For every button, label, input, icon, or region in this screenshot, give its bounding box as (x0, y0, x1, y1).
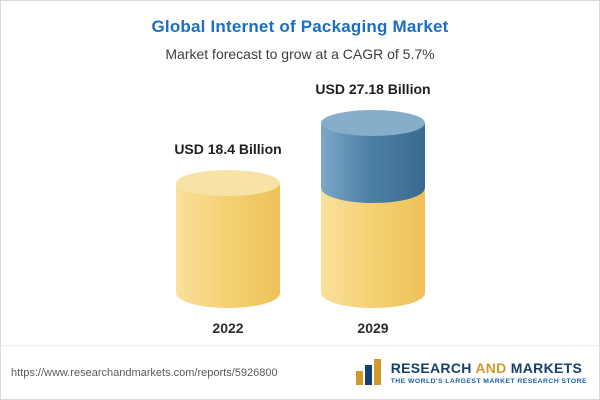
cylinder-bar-2022 (176, 170, 280, 308)
cylinder-2022-body (176, 183, 280, 308)
cylinder-2029-top (321, 110, 425, 136)
cylinder-2029-base-segment (321, 191, 425, 308)
page-subtitle: Market forecast to grow at a CAGR of 5.7… (165, 46, 435, 62)
cylinder-2029-growth-segment (321, 123, 425, 203)
category-label-2022: 2022 (212, 320, 244, 336)
logo-text: RESEARCH AND MARKETS THE WORLD'S LARGEST… (391, 360, 587, 385)
category-label-2029: 2029 (357, 320, 389, 336)
logo-word-research: RESEARCH (390, 360, 472, 376)
footer: https://www.researchandmarkets.com/repor… (1, 345, 599, 399)
logo-word-markets: MARKETS (510, 360, 583, 376)
logo-mark-icon (355, 358, 381, 385)
source-url-link[interactable]: https://www.researchandmarkets.com/repor… (11, 366, 278, 379)
research-and-markets-logo: RESEARCH AND MARKETS THE WORLD'S LARGEST… (354, 358, 587, 387)
page-title: Global Internet of Packaging Market (151, 17, 449, 36)
logo-wordmark: RESEARCH AND MARKETS (391, 360, 582, 376)
logo-tagline: THE WORLD'S LARGEST MARKET RESEARCH STOR… (390, 378, 587, 385)
bar-chart: USD 18.4 Billion 2022 USD 27.18 Billion … (1, 78, 599, 336)
bar-group-2022: USD 18.4 Billion 2022 (168, 141, 288, 336)
chart-header: Global Internet of Packaging Market Mark… (1, 1, 599, 62)
bar-group-2029: USD 27.18 Billion 2029 (313, 81, 433, 336)
value-label-2029: USD 27.18 Billion (315, 81, 431, 97)
cylinder-bar-2029 (321, 110, 425, 308)
logo-word-and: AND (475, 360, 507, 376)
cylinder-2022-top (176, 170, 280, 196)
value-label-2022: USD 18.4 Billion (174, 141, 282, 157)
